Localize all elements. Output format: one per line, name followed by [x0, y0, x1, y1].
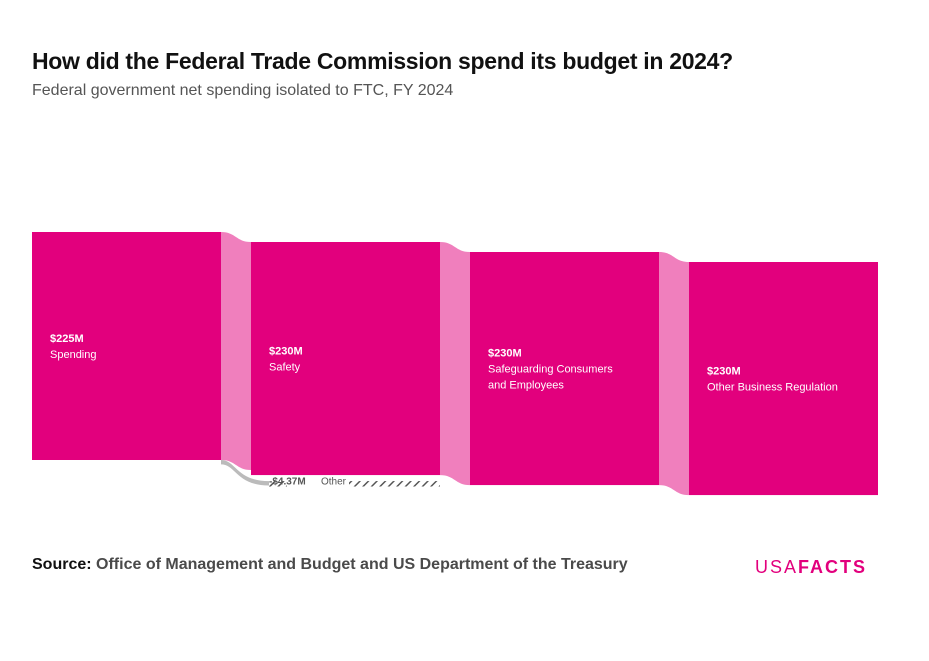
- sankey-node: [251, 242, 440, 476]
- node-value-label: $225M: [50, 333, 84, 345]
- node-value-label: $230M: [488, 348, 522, 360]
- sankey-node: [689, 262, 878, 496]
- other-flow-link: [221, 460, 269, 486]
- node-name-label: Safety: [269, 362, 301, 374]
- node-value-label: $230M: [707, 366, 741, 378]
- sankey-link: [221, 232, 251, 470]
- node-name-label: Other Business Regulation: [707, 382, 838, 394]
- node-name-label: Safeguarding Consumers: [488, 364, 613, 376]
- sankey-link: [440, 242, 470, 486]
- node-value-label: $230M: [269, 346, 303, 358]
- node-name-label: and Employees: [488, 380, 564, 392]
- sankey-node: [32, 232, 221, 460]
- other-hatch-bar: [269, 481, 287, 487]
- node-name-label: Spending: [50, 349, 97, 361]
- logo-facts: FACTS: [798, 557, 868, 577]
- source-text: Office of Management and Budget and US D…: [96, 556, 628, 573]
- source-label: Source:: [32, 556, 92, 573]
- logo-usa: USA: [755, 557, 799, 577]
- other-value-label: -$4.37M: [269, 477, 306, 488]
- usafacts-logo: USAFACTS: [755, 557, 867, 578]
- sankey-link: [659, 252, 689, 496]
- chart-title: How did the Federal Trade Commission spe…: [32, 48, 733, 74]
- sankey-node: [470, 252, 659, 486]
- other-hatch-bar: [349, 481, 440, 487]
- source-note: Source: Office of Management and Budget …: [32, 556, 628, 574]
- other-label: Other: [321, 477, 347, 488]
- chart-subtitle: Federal government net spending isolated…: [32, 82, 454, 99]
